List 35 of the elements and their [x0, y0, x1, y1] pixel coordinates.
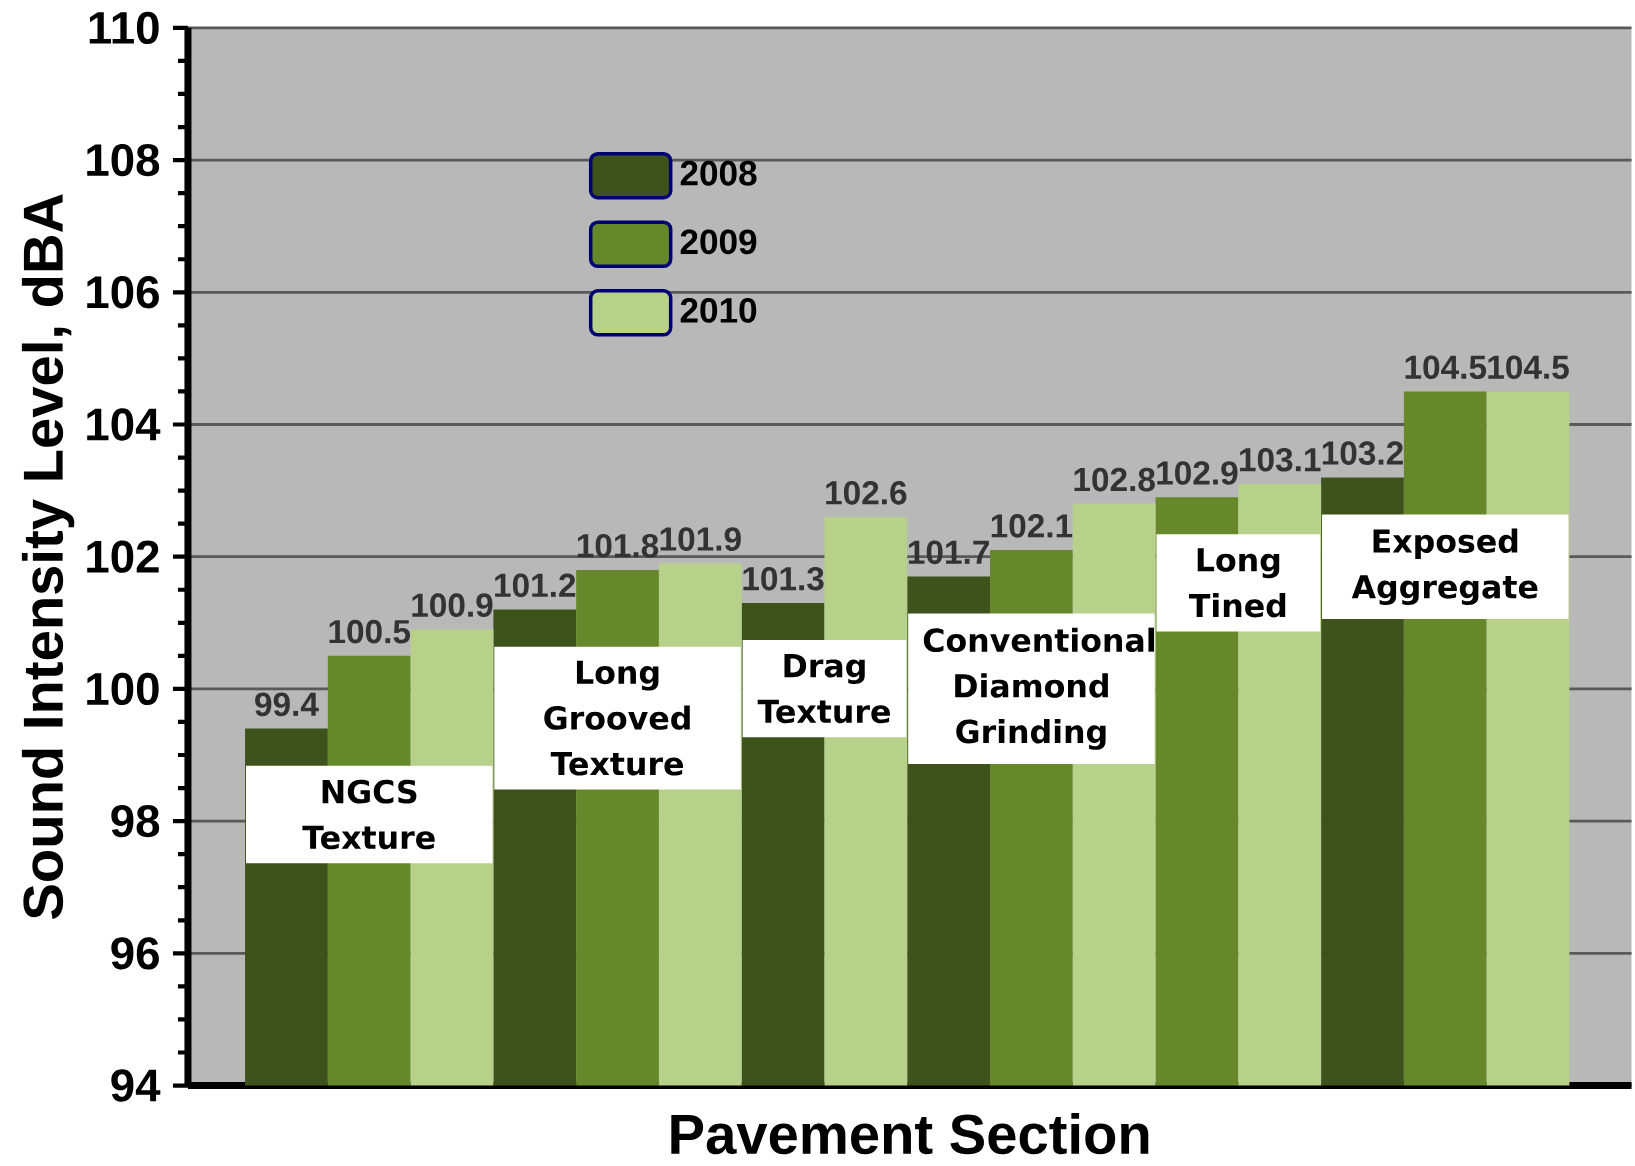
y-tick-label: 98	[111, 804, 160, 838]
data-label: 101.9	[660, 527, 741, 551]
x-tick-label: Drag Texture	[757, 654, 890, 724]
x-tick-label: Exposed Aggregate	[1351, 528, 1538, 606]
y-tick-label: 102	[87, 540, 159, 573]
y-tick-label: 104	[87, 408, 161, 441]
data-label: 101.2	[495, 573, 576, 598]
data-label: 100.5	[329, 619, 411, 644]
data-label: 104.5	[1488, 355, 1569, 380]
y-tick-label: 96	[111, 937, 159, 970]
data-label: 104.5	[1405, 355, 1487, 380]
y-tick-label: 106	[87, 276, 159, 309]
x-tick-label: Conventional Diamond Grinding	[923, 627, 1155, 750]
data-label: 100.9	[412, 593, 493, 618]
x-tick-label: NGCS Texture	[302, 779, 435, 850]
legend-label: 2009	[680, 229, 757, 255]
y-axis-title: Sound Intensity Level, dBA	[21, 194, 75, 920]
y-tick-label: 100	[87, 672, 159, 706]
y-tick-label: 110	[89, 11, 159, 45]
y-tick-label: 108	[87, 143, 160, 177]
data-label: 102.1	[991, 514, 1073, 538]
legend-label: 2010	[680, 298, 757, 323]
data-label: 102.6	[826, 481, 907, 505]
data-label: 102.8	[1074, 467, 1155, 492]
x-axis-title: Pavement Section	[671, 1112, 1149, 1155]
data-label: 99.4	[255, 692, 319, 717]
data-label: 103.2	[1322, 441, 1403, 466]
data-label: 102.9	[1157, 461, 1238, 485]
x-tick-label: Long Grooved Texture	[544, 660, 690, 776]
y-tick-label: 94	[111, 1069, 161, 1102]
x-tick-label: Long Tined	[1188, 548, 1286, 618]
legend-label: 2008	[680, 160, 757, 186]
data-label: 101.3	[743, 566, 824, 591]
data-label: 101.8	[577, 533, 659, 558]
data-label: 103.1	[1240, 447, 1321, 472]
